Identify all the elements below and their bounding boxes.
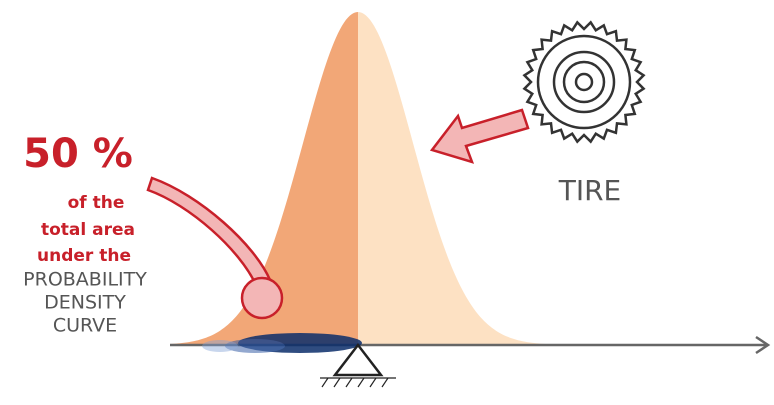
tire-icon [522,20,646,144]
emphasis-line: DENSITY [44,292,126,314]
annotation-line: total area [41,220,135,240]
emphasis-line: CURVE [53,315,117,337]
tire-label: TIRE [558,174,622,207]
balance-blob [202,333,362,353]
fulcrum [320,342,396,388]
tire-arrow [429,108,530,164]
curve-right-half [358,12,546,345]
emphasis-line: PROBABILITY [23,269,147,291]
percent-label: 50 % [23,131,133,177]
curve-left-half [170,12,358,345]
annotation-line: of the [68,193,125,213]
pointer-stick [146,176,284,320]
annotation-line: under the [37,246,131,266]
